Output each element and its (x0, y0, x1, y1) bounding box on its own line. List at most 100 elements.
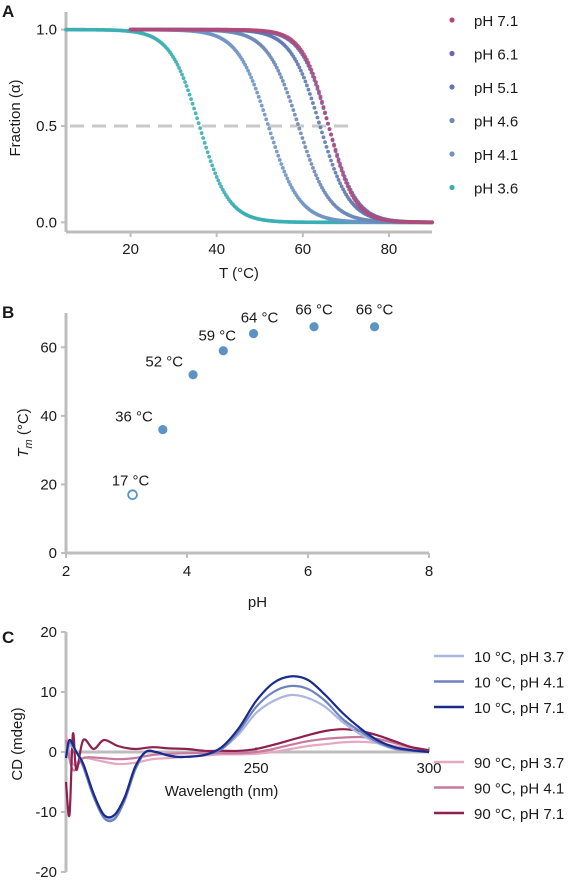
data-point-a (244, 65, 249, 70)
legend-label-a: pH 5.1 (474, 80, 518, 97)
data-point-a (291, 108, 296, 112)
data-point-a (309, 67, 314, 72)
x-tick-label-b: 4 (183, 563, 191, 580)
data-point-a (321, 135, 326, 140)
data-point-a (306, 61, 311, 65)
data-point-a (332, 166, 336, 171)
y-tick-label-b: 20 (40, 476, 57, 493)
data-point-a (289, 103, 294, 108)
panel-letter-a: A (2, 2, 14, 21)
data-point-a (246, 68, 251, 73)
data-point-a (279, 162, 284, 166)
data-label-b: 52 °C (145, 354, 183, 371)
legend-label-c: 10 °C, pH 3.7 (474, 649, 564, 666)
data-point-a (180, 72, 184, 77)
data-point-a (193, 111, 198, 116)
data-point-a (210, 163, 215, 168)
data-point-a (312, 105, 317, 110)
data-point-a (295, 62, 300, 67)
panel-letter-b: B (2, 303, 14, 322)
data-label-b: 66 °C (356, 302, 394, 319)
data-point-a (335, 154, 339, 159)
data-point-a (273, 145, 278, 149)
data-point-a (258, 99, 263, 104)
data-point-a (318, 94, 323, 99)
x-tick-label-c: 250 (244, 760, 269, 777)
tm-point (309, 322, 319, 332)
legend-label-a: pH 4.1 (474, 147, 518, 164)
y-tick-label-c: -20 (35, 864, 57, 880)
data-point-a (348, 190, 353, 195)
legend-label-c: 90 °C, pH 4.1 (474, 781, 564, 798)
data-point-a (256, 94, 261, 99)
data-point-a (294, 59, 299, 64)
y-tick-label-c: 20 (40, 624, 57, 641)
data-point-a (315, 176, 320, 181)
data-label-b: 64 °C (241, 310, 279, 327)
data-point-a (280, 79, 285, 83)
data-point-a (303, 145, 308, 149)
legend-label-c: 90 °C, pH 7.1 (474, 806, 564, 823)
data-point-a (303, 55, 308, 59)
y-tick-label-c: 10 (40, 684, 57, 701)
y-axis-label-b: Tm (°C) (15, 408, 35, 457)
y-tick-label-b: 60 (40, 339, 57, 356)
data-point-a (274, 149, 279, 154)
data-point-a (297, 126, 302, 131)
y-axis-label-c: CD (mdeg) (9, 707, 26, 780)
data-point-a (276, 68, 281, 73)
legend-label-a: pH 7.1 (474, 13, 518, 30)
legend-marker-a (449, 17, 455, 23)
data-point-a (177, 65, 181, 70)
data-label-b: 36 °C (115, 409, 153, 426)
data-point-a (338, 181, 342, 186)
data-point-a (326, 121, 330, 126)
data-point-a (198, 126, 203, 131)
data-point-a (303, 79, 308, 84)
data-point-a (247, 72, 252, 76)
legend-marker-a (449, 184, 455, 191)
legend-label-a: pH 4.6 (474, 114, 518, 131)
y-axis-label-a: Fraction (α) (7, 79, 24, 156)
x-tick-label-a: 80 (381, 241, 398, 258)
data-point-a (174, 60, 178, 64)
data-point-a (214, 175, 219, 179)
data-point-a (314, 110, 318, 115)
legend-label-c: 10 °C, pH 4.1 (474, 675, 564, 692)
tm-point (369, 322, 380, 332)
data-point-a (329, 132, 333, 137)
y-tick-label-b: 40 (40, 408, 57, 425)
data-point-a (312, 169, 317, 174)
data-point-a (181, 76, 186, 81)
x-tick-label-b: 6 (304, 563, 312, 580)
data-point-a (295, 122, 300, 126)
data-point-a (292, 112, 297, 117)
legend-marker-a (449, 151, 455, 157)
tm-point (188, 370, 198, 380)
data-point-a (270, 136, 275, 140)
data-point-a (318, 125, 323, 130)
data-point-a (249, 75, 254, 80)
panel-c: C -20 -10 0 10 20 250 300 Wavelength (nm) CD (md… (2, 624, 564, 880)
data-point-a (341, 172, 345, 177)
data-point-a (216, 178, 221, 183)
cd-series-line (64, 733, 430, 767)
data-point-a (320, 99, 324, 104)
data-point-a (294, 117, 299, 122)
data-point-a (342, 176, 347, 181)
data-point-a (202, 140, 207, 145)
data-point-a (267, 126, 272, 131)
data-point-a (264, 117, 269, 122)
data-point-a (302, 75, 306, 80)
data-point-a (298, 68, 303, 73)
data-point-a (186, 88, 190, 93)
data-point-a (309, 162, 314, 166)
y-tick-label-a: 0.5 (36, 118, 57, 135)
data-point-a (305, 57, 309, 62)
data-point-a (189, 97, 193, 101)
data-point-a (317, 120, 321, 125)
legend-marker-a (449, 50, 455, 57)
data-point-a (279, 75, 284, 80)
data-point-a (311, 71, 315, 76)
data-point-a (327, 154, 332, 159)
